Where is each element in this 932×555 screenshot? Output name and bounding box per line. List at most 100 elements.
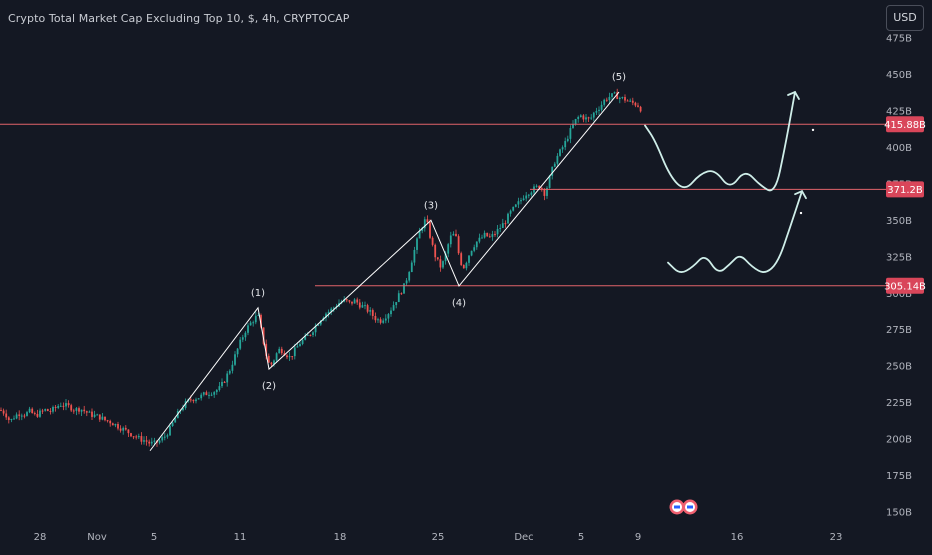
- candle-body: [143, 440, 145, 442]
- candle-body: [351, 301, 353, 304]
- projection-path: [644, 91, 796, 192]
- candle-body: [559, 149, 561, 156]
- candle-body: [54, 406, 57, 408]
- candle-body: [33, 413, 36, 415]
- candle-body: [117, 424, 119, 429]
- candle-body: [486, 232, 489, 237]
- candle-body: [366, 305, 369, 312]
- candle-body: [592, 112, 595, 118]
- candle-body: [423, 219, 426, 229]
- level-badge: [886, 277, 924, 294]
- candle-body: [348, 300, 351, 302]
- candle-body: [18, 414, 21, 416]
- candle-body: [566, 138, 569, 142]
- candle-body: [332, 307, 335, 309]
- level-badge-label: 415.88B: [884, 120, 926, 131]
- candle-body: [239, 339, 242, 349]
- candle-body: [197, 398, 200, 400]
- candle-body: [122, 427, 125, 431]
- candle-body: [470, 250, 473, 256]
- candle-body: [478, 237, 481, 242]
- candle-body: [299, 343, 301, 347]
- candle-body: [434, 244, 437, 258]
- candle-body: [75, 408, 78, 411]
- candle-body: [421, 228, 424, 231]
- level-badge: [886, 116, 924, 133]
- candle-body: [215, 389, 218, 393]
- candle-body: [327, 311, 330, 314]
- candle-body: [564, 141, 567, 148]
- candle-body: [527, 194, 530, 196]
- candle-body: [98, 414, 101, 420]
- candle-body: [148, 441, 151, 444]
- candle-body: [91, 411, 93, 417]
- candle-body: [618, 97, 621, 100]
- candle-body: [499, 228, 502, 230]
- candle-body: [631, 100, 634, 103]
- candle-body: [257, 314, 260, 316]
- candle-body: [452, 233, 455, 236]
- candle-body: [228, 370, 231, 374]
- candle-body: [491, 234, 494, 237]
- candle-body: [496, 228, 499, 235]
- candle-body: [517, 201, 520, 205]
- candle-body: [304, 335, 307, 340]
- candle-body: [514, 204, 517, 207]
- candle-body: [460, 253, 463, 265]
- candle-body: [15, 414, 18, 419]
- candle-body: [553, 163, 556, 167]
- candle-body: [26, 412, 28, 416]
- candle-body: [512, 206, 515, 211]
- candle-body: [442, 261, 444, 268]
- candle-body: [416, 238, 418, 250]
- candle-body: [382, 320, 385, 323]
- candle-body: [46, 409, 49, 412]
- candle-body: [218, 386, 221, 390]
- candle-body: [174, 418, 177, 423]
- y-tick-label: 175B: [886, 471, 912, 482]
- candle-body: [595, 110, 598, 113]
- candle-body: [41, 410, 44, 412]
- candle-body: [28, 408, 31, 413]
- candle-body: [111, 423, 114, 426]
- candle-body: [312, 332, 314, 335]
- candle-body: [600, 104, 603, 110]
- candle-body: [598, 109, 600, 111]
- candle-body: [231, 364, 234, 371]
- candle-body: [548, 175, 551, 188]
- candle-body: [7, 417, 10, 421]
- candle-body: [200, 394, 203, 399]
- candle-body: [605, 99, 608, 101]
- candle-body: [20, 415, 23, 417]
- candle-body: [387, 314, 390, 319]
- candle-body: [314, 325, 317, 333]
- candle-body: [101, 416, 104, 420]
- candle-body: [488, 236, 491, 238]
- wave-label: (4): [452, 298, 466, 309]
- candle-body: [579, 115, 582, 117]
- candle-body: [189, 399, 192, 401]
- candle-body: [270, 362, 273, 365]
- candle-body: [613, 92, 616, 94]
- candle-body: [140, 436, 143, 442]
- currency-button[interactable]: USD: [886, 5, 924, 31]
- candle-body: [5, 413, 8, 418]
- candle-body: [436, 257, 439, 260]
- candle-body: [150, 441, 153, 444]
- candle-body: [301, 339, 304, 344]
- candle-body: [195, 399, 197, 402]
- candle-body: [208, 394, 210, 396]
- y-tick-label: 450B: [886, 70, 912, 81]
- candle-body: [345, 299, 348, 301]
- candle-body: [62, 405, 65, 407]
- candle-body: [130, 433, 132, 437]
- candle-body: [520, 200, 522, 202]
- candle-body: [364, 305, 366, 307]
- x-tick-label: 5: [151, 532, 157, 543]
- candle-body: [475, 241, 478, 248]
- projection-layer: [644, 90, 815, 273]
- y-tick-label: 350B: [886, 216, 912, 227]
- candle-body: [481, 237, 483, 239]
